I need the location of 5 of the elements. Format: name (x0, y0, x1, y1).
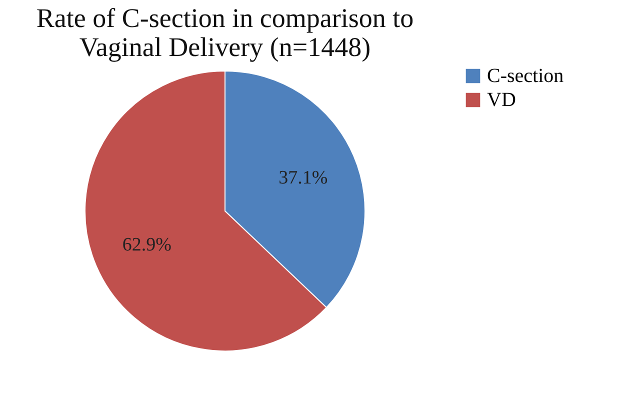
data-label: 62.9% (122, 234, 172, 256)
legend-label: VD (487, 89, 516, 111)
chart-title: Rate of C-section in comparison to Vaginal Delivery (n=1448) (36, 3, 414, 62)
legend-label: C-section (487, 65, 564, 87)
data-label: 37.1% (278, 167, 328, 188)
